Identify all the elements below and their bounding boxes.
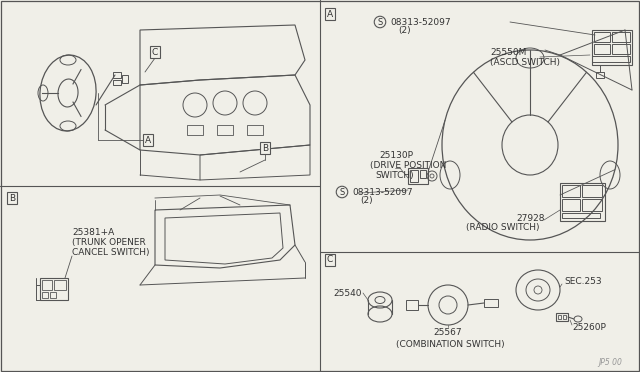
- Text: S: S: [339, 187, 344, 196]
- Bar: [612, 44, 630, 54]
- Text: C: C: [152, 48, 158, 57]
- Bar: [410, 170, 418, 182]
- Bar: [42, 280, 52, 290]
- Bar: [582, 185, 602, 197]
- Bar: [556, 313, 568, 321]
- Text: A: A: [327, 10, 333, 19]
- Text: (COMBINATION SWITCH): (COMBINATION SWITCH): [396, 340, 504, 350]
- Bar: [562, 185, 580, 197]
- Bar: [408, 168, 428, 184]
- Text: 25130P: 25130P: [379, 151, 413, 160]
- Text: (RADIO SWITCH): (RADIO SWITCH): [467, 222, 540, 231]
- Text: (DRIVE POSITION: (DRIVE POSITION: [370, 160, 446, 170]
- Bar: [563, 315, 566, 319]
- Bar: [596, 72, 604, 78]
- Text: 08313-52097: 08313-52097: [390, 17, 451, 26]
- Bar: [217, 125, 233, 135]
- Text: A: A: [145, 135, 151, 144]
- Text: S: S: [378, 17, 383, 26]
- Bar: [406, 300, 418, 310]
- Text: 27928: 27928: [516, 214, 545, 222]
- Text: B: B: [9, 193, 15, 202]
- Text: SWITCH): SWITCH): [375, 170, 413, 180]
- Bar: [594, 44, 610, 54]
- Text: 25550M: 25550M: [490, 48, 526, 57]
- Text: 25540: 25540: [333, 289, 362, 298]
- Bar: [612, 32, 630, 42]
- Bar: [562, 213, 600, 218]
- Bar: [592, 56, 630, 62]
- Text: (2): (2): [398, 26, 411, 35]
- Bar: [420, 170, 426, 178]
- Bar: [560, 183, 605, 221]
- Text: B: B: [262, 144, 268, 153]
- Text: C: C: [327, 256, 333, 264]
- Bar: [113, 80, 121, 85]
- Bar: [562, 199, 580, 211]
- Text: (ASCD SWITCH): (ASCD SWITCH): [490, 58, 560, 67]
- Bar: [50, 292, 56, 298]
- Text: (2): (2): [360, 196, 372, 205]
- Bar: [40, 278, 68, 300]
- Bar: [558, 315, 561, 319]
- Bar: [113, 72, 121, 78]
- Text: JP5 00: JP5 00: [598, 358, 622, 367]
- Bar: [122, 75, 128, 83]
- Text: 08313-52097: 08313-52097: [352, 187, 413, 196]
- Text: 25260P: 25260P: [572, 323, 606, 331]
- Text: 25381+A: 25381+A: [72, 228, 115, 237]
- Text: CANCEL SWITCH): CANCEL SWITCH): [72, 248, 150, 257]
- Bar: [54, 280, 66, 290]
- Bar: [247, 125, 263, 135]
- Bar: [187, 125, 203, 135]
- Text: SEC.253: SEC.253: [564, 278, 602, 286]
- Bar: [582, 199, 602, 211]
- Bar: [594, 32, 610, 42]
- Text: 25567: 25567: [434, 328, 462, 337]
- Bar: [42, 292, 48, 298]
- Bar: [484, 299, 498, 307]
- Bar: [592, 30, 632, 65]
- Text: (TRUNK OPENER: (TRUNK OPENER: [72, 238, 146, 247]
